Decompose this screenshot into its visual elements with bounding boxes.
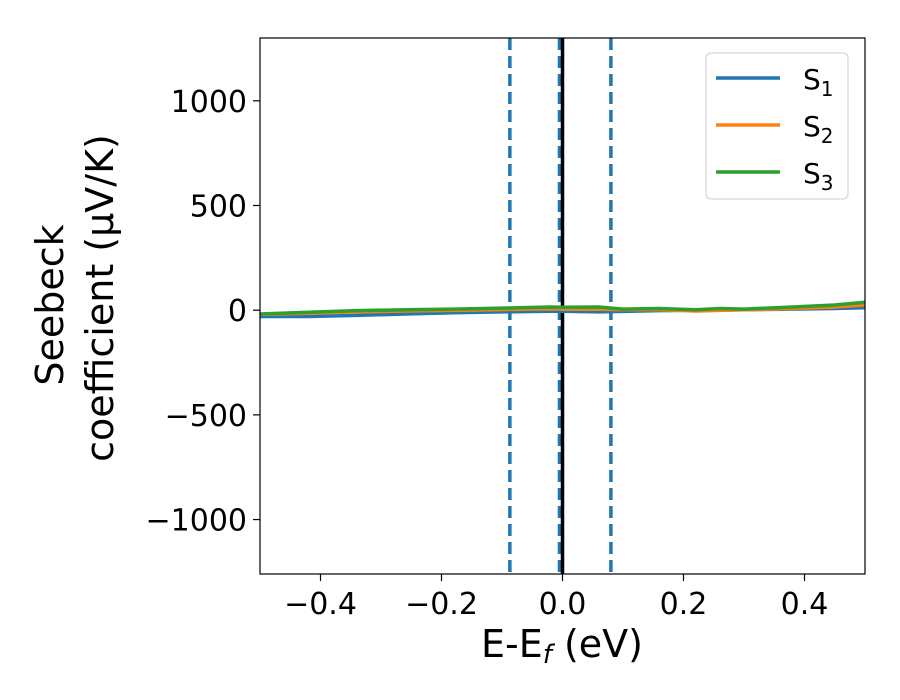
- y-axis-label-line2: coefficient (μV/K): [78, 134, 122, 462]
- x-tick-label: −0.2: [405, 587, 478, 622]
- legend-label-s3: S3: [803, 157, 834, 195]
- svg-text:E-Ef (eV): E-Ef (eV): [481, 622, 643, 670]
- y-tick-label: 1000: [171, 85, 247, 120]
- y-tick-label: −1000: [146, 504, 247, 539]
- y-axis-title: Seebeck coefficient (μV/K): [28, 134, 122, 462]
- legend-label-s1: S1: [803, 63, 834, 101]
- x-tick-label: 0.4: [781, 587, 829, 622]
- y-tick-label: 500: [190, 190, 247, 225]
- x-axis-label: E-E: [481, 622, 543, 666]
- y-tick-label: 0: [228, 294, 247, 329]
- x-axis-label-unit: (eV): [552, 622, 643, 666]
- x-axis-title: E-Ef (eV): [481, 622, 643, 670]
- legend-label-s2: S2: [803, 110, 834, 148]
- series-line-s3: [260, 300, 865, 316]
- plot-area-frame: [259, 37, 866, 575]
- y-axis-label-line1: Seebeck: [28, 224, 72, 385]
- x-tick-label: −0.4: [284, 587, 357, 622]
- legend: S1 S2 S3: [705, 52, 849, 200]
- x-tick-label: 0.2: [660, 587, 708, 622]
- x-tick-label: 0.0: [539, 587, 587, 622]
- y-tick-label: −500: [165, 399, 247, 434]
